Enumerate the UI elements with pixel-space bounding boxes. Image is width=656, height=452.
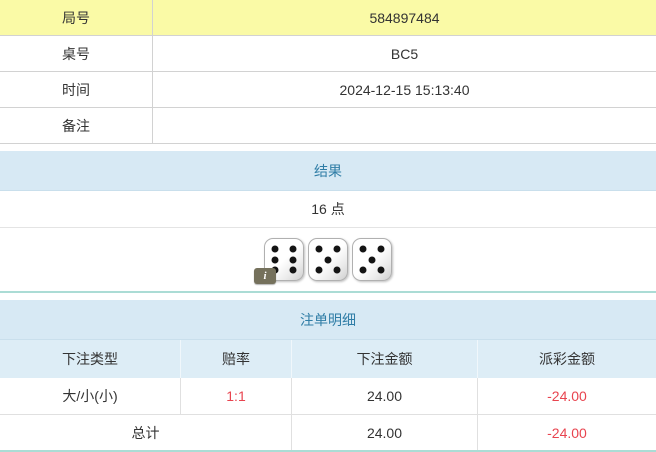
time-row: 时间 2024-12-15 15:13:40: [0, 72, 656, 108]
die-pip: [315, 266, 323, 274]
result-section-title: 结果: [0, 151, 656, 191]
die-pip: [271, 245, 279, 253]
result-section: 结果 16 点 i: [0, 151, 656, 293]
time-label: 时间: [0, 72, 153, 107]
table-id-row: 桌号 BC5: [0, 36, 656, 72]
bet-details-section: 注单明细 下注类型 赔率 下注金额 派彩金额 大/小(小) 1:1 24.00 …: [0, 300, 656, 452]
table-id-value: BC5: [390, 45, 419, 62]
die-pip: [289, 256, 297, 263]
bet-type-cell: 大/小(小): [62, 388, 118, 404]
bet-table-total-row: 总计 24.00 -24.00: [0, 415, 656, 450]
table-id-label: 桌号: [0, 36, 153, 71]
die-pip: [333, 245, 341, 253]
odds-cell: 1:1: [180, 378, 291, 414]
die-pip: [377, 266, 385, 274]
time-value: 2024-12-15 15:13:40: [339, 81, 470, 98]
dice-row: i: [0, 228, 656, 291]
die-pip: [377, 245, 385, 253]
round-id-row: 局号 584897484: [0, 0, 656, 36]
remark-label: 备注: [0, 108, 153, 143]
die-pip: [289, 266, 297, 274]
total-label-cell: 总计: [131, 424, 160, 441]
dice-group: i: [254, 238, 394, 284]
bet-amount-cell: 24.00: [291, 378, 477, 414]
bet-table-row: 大/小(小) 1:1 24.00 -24.00: [0, 378, 656, 415]
column-header-bet-type: 下注类型: [62, 351, 118, 367]
die: [352, 238, 392, 281]
remark-value: [153, 108, 656, 143]
die-pip: [271, 256, 279, 263]
die-pip: [315, 245, 323, 253]
spacer: [0, 293, 656, 300]
bet-details-title: 注单明细: [0, 300, 656, 340]
die-pip: [359, 245, 367, 253]
payout-cell: -24.00: [477, 378, 656, 414]
round-info-table: 局号 584897484 桌号 BC5 时间 2024-12-15 15:13:…: [0, 0, 656, 144]
bet-table-header: 下注类型 赔率 下注金额 派彩金额: [0, 340, 656, 378]
column-header-odds: 赔率: [180, 340, 291, 378]
die-pip: [359, 266, 367, 274]
die-pip: [368, 256, 376, 263]
total-bet-amount-cell: 24.00: [291, 415, 477, 450]
column-header-payout: 派彩金额: [477, 340, 656, 378]
round-id-label: 局号: [0, 0, 153, 35]
round-id-value: 584897484: [369, 9, 440, 26]
die-pip: [333, 266, 341, 274]
remark-row: 备注: [0, 108, 656, 144]
die-pip: [324, 256, 332, 263]
die: [308, 238, 348, 281]
info-badge[interactable]: i: [254, 268, 276, 284]
total-payout-cell: -24.00: [477, 415, 656, 450]
spacer: [0, 144, 656, 151]
result-points: 16 点: [0, 191, 656, 228]
die-pip: [289, 245, 297, 253]
column-header-bet-amount: 下注金额: [291, 340, 477, 378]
